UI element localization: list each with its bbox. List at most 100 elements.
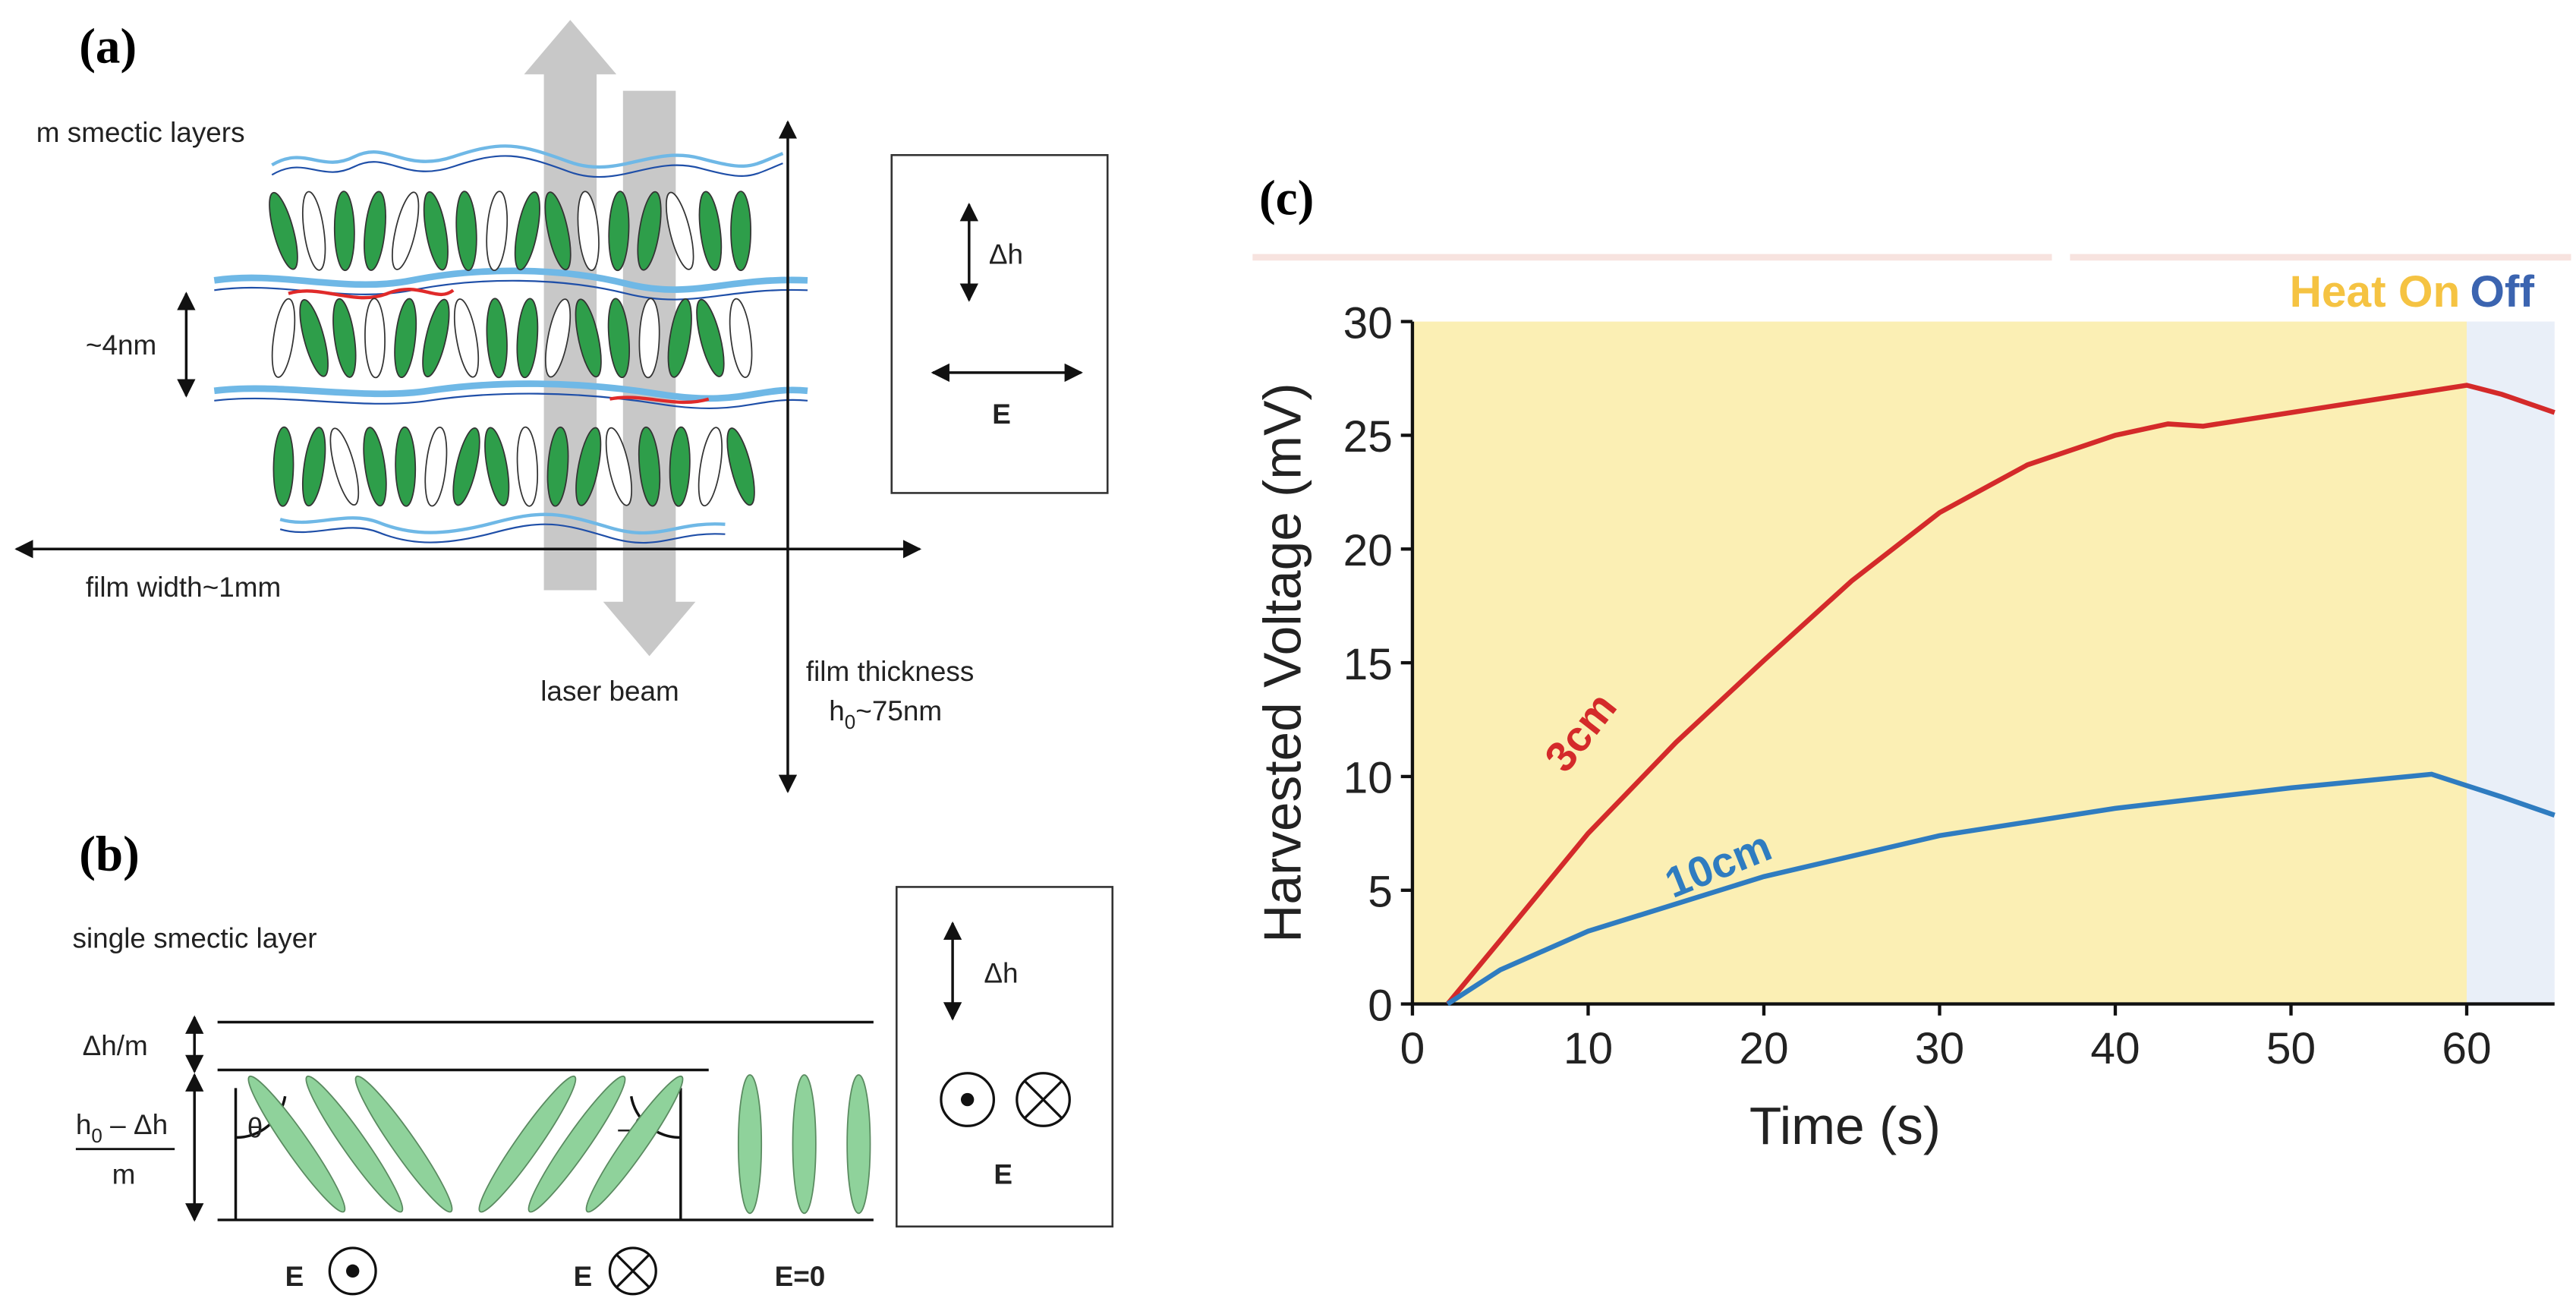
layers-label: m smectic layers (36, 117, 245, 148)
molecule (638, 426, 661, 507)
span (2467, 321, 2555, 1004)
chain (271, 155, 783, 178)
x-tick-label: 0 (1400, 1024, 1425, 1073)
molecule (737, 1074, 763, 1215)
angle (234, 1088, 287, 1221)
e1: E (285, 1261, 304, 1292)
y-tick-label: 10 (1343, 754, 1393, 803)
molecule (395, 426, 417, 507)
cross (615, 1253, 650, 1289)
dh-label: Δh (984, 957, 1018, 988)
molecule (272, 426, 294, 507)
molecule (698, 427, 723, 507)
molecule (478, 1075, 577, 1213)
span (1412, 321, 2467, 1004)
y-tick-label: 15 (1343, 640, 1393, 689)
e-label: E (992, 399, 1011, 430)
molecule (698, 191, 723, 271)
molecule (527, 1075, 626, 1213)
molecule (730, 191, 751, 272)
chain (213, 267, 808, 293)
molecule (637, 191, 662, 271)
x-tick-label: 10 (1564, 1024, 1613, 1073)
panel-c: (c) Heat On Off 0 5 10 15 20 25 30 0 10 20 30 40 50 60 T… (1252, 171, 2571, 1155)
chain (214, 392, 808, 409)
x-axis-label: Time (s) (1749, 1096, 1941, 1155)
width-label: film width~1mm (86, 572, 281, 603)
line (1446, 771, 2556, 1007)
molecule (605, 427, 632, 506)
molecule (666, 191, 694, 270)
molecule (846, 1074, 871, 1215)
cross-symbol (1016, 1072, 1071, 1127)
spacing-label: ~4nm (86, 329, 156, 361)
layer-label: single smectic layer (73, 923, 317, 954)
molecule (422, 298, 450, 378)
molecule (299, 299, 329, 377)
molecule (575, 298, 602, 378)
y-tick-label: 20 (1343, 526, 1393, 575)
molecule (486, 298, 508, 379)
thickness-label: film thickness (806, 656, 975, 687)
molecule (305, 1075, 404, 1213)
molecule (363, 427, 387, 507)
e-label: E (994, 1158, 1012, 1190)
panel-b: (b) single smectic layer Δh/m h0 – Δh m … (73, 827, 1114, 1296)
molecule (354, 1075, 453, 1213)
molecule (301, 191, 326, 271)
line (1445, 383, 2556, 1006)
chain (213, 380, 808, 402)
molecule (453, 298, 480, 378)
molecule (301, 427, 326, 507)
molecule (329, 427, 360, 506)
molecule (729, 298, 753, 378)
y-tick-label: 0 (1368, 981, 1393, 1030)
molecule (271, 298, 296, 378)
molecule (516, 426, 539, 507)
rest: ~75nm (855, 695, 942, 726)
molecule (585, 1075, 684, 1213)
molecule (423, 191, 449, 271)
theta: θ (247, 1112, 263, 1143)
molecule (575, 427, 602, 506)
h: h (76, 1109, 92, 1140)
cross (1024, 1080, 1063, 1119)
panel-label: (c) (1259, 171, 1314, 225)
molecule (667, 298, 692, 378)
y-tick-label: 25 (1343, 412, 1393, 462)
molecule (638, 298, 660, 379)
molecule (424, 426, 448, 507)
molecule (332, 298, 357, 378)
dh-label: Δh (989, 239, 1023, 270)
height-num: h0 – Δh (76, 1109, 168, 1147)
molecule (726, 427, 755, 506)
sub: 0 (845, 711, 856, 733)
molecule (486, 191, 509, 272)
molecule (792, 1074, 817, 1215)
molecule (696, 298, 725, 377)
molecule (455, 191, 477, 272)
molecule (333, 191, 355, 272)
dot-symbol (940, 1072, 996, 1127)
molecule (544, 298, 572, 378)
beam-up (524, 20, 617, 591)
h: h (829, 695, 845, 726)
cross-symbol (608, 1246, 657, 1296)
rest: – Δh (102, 1109, 168, 1140)
molecule (514, 191, 540, 271)
molecule (484, 427, 510, 506)
chain (279, 512, 726, 535)
dot (960, 1092, 975, 1107)
x-tick-label: 40 (2090, 1024, 2140, 1073)
beam-label: laser beam (540, 676, 679, 707)
molecule (392, 191, 420, 270)
chart: Heat On Off 0 5 10 15 20 25 30 0 10 20 30 40 50 60 Time … (1252, 267, 2556, 1155)
y-axis-label: Harvested Voltage (mV) (1252, 383, 1312, 942)
x-tick-label: 20 (1739, 1024, 1788, 1073)
molecule (577, 191, 600, 271)
y-tick-label: 5 (1368, 867, 1393, 916)
e2: E (574, 1261, 593, 1292)
chain (288, 288, 710, 405)
x-tick-label: 50 (2266, 1024, 2316, 1073)
